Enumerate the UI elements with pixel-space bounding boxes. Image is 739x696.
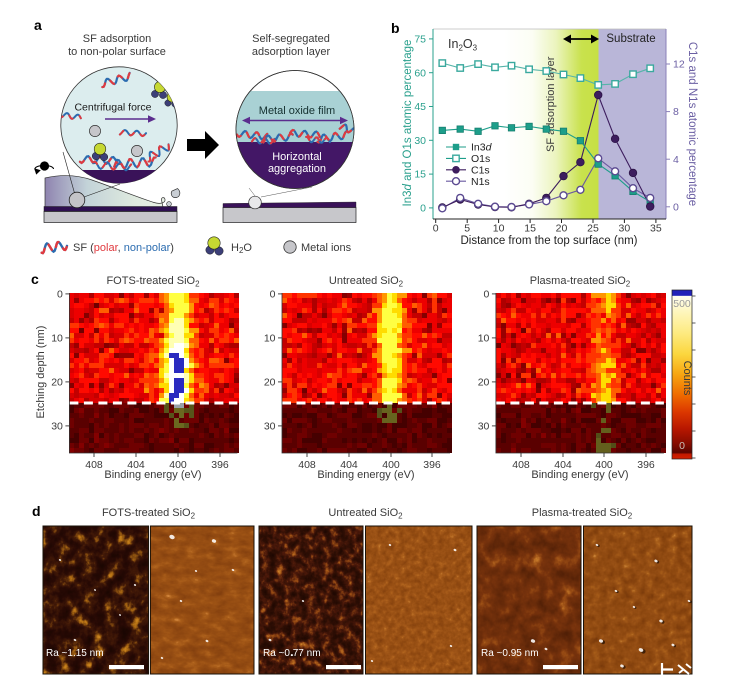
svg-text:In3d: In3d — [471, 142, 493, 154]
svg-text:30: 30 — [264, 421, 276, 433]
svg-text:0: 0 — [673, 201, 679, 213]
svg-text:Etching depth (nm): Etching depth (nm) — [35, 326, 47, 419]
svg-text:5: 5 — [464, 223, 470, 235]
svg-text:Ra ~0.77 nm: Ra ~0.77 nm — [263, 648, 321, 659]
svg-text:0: 0 — [57, 289, 63, 301]
svg-text:30: 30 — [414, 135, 426, 147]
svg-text:Centrifugal force: Centrifugal force — [74, 102, 151, 114]
svg-text:Metal ions: Metal ions — [301, 242, 352, 254]
svg-text:SF adsorption: SF adsorption — [83, 33, 151, 45]
svg-text:O1s: O1s — [471, 153, 490, 165]
svg-text:Ra ~0.95 nm: Ra ~0.95 nm — [481, 648, 539, 659]
svg-text:a: a — [34, 17, 42, 33]
svg-text:Binding energy (eV): Binding energy (eV) — [317, 469, 414, 481]
svg-text:H2O: H2O — [231, 242, 252, 255]
svg-text:0: 0 — [420, 203, 426, 215]
svg-text:12: 12 — [673, 59, 685, 71]
svg-text:15: 15 — [524, 223, 536, 235]
svg-text:Substrate: Substrate — [606, 33, 655, 45]
svg-text:45: 45 — [414, 101, 426, 113]
svg-text:10: 10 — [478, 333, 490, 345]
svg-text:Plasma-treated SiO2: Plasma-treated SiO2 — [532, 507, 633, 521]
svg-text:30: 30 — [619, 223, 631, 235]
svg-text:FOTS-treated SiO2: FOTS-treated SiO2 — [102, 507, 196, 521]
svg-text:8: 8 — [673, 106, 679, 118]
svg-text:0: 0 — [270, 289, 276, 301]
svg-text:Distance from the top surface: Distance from the top surface (nm) — [460, 235, 637, 247]
svg-text:408: 408 — [512, 459, 530, 471]
svg-text:N1s: N1s — [471, 176, 490, 188]
svg-text:400: 400 — [382, 459, 400, 471]
svg-text:0: 0 — [679, 440, 685, 452]
svg-text:FOTS-treated SiO2: FOTS-treated SiO2 — [106, 275, 200, 289]
svg-text:Horizontal: Horizontal — [272, 151, 322, 163]
svg-text:Self-segregated: Self-segregated — [252, 33, 330, 45]
svg-text:400: 400 — [595, 459, 613, 471]
svg-text:d: d — [32, 503, 41, 519]
svg-text:0: 0 — [433, 223, 439, 235]
svg-text:10: 10 — [493, 223, 505, 235]
svg-text:60: 60 — [414, 67, 426, 79]
svg-text:20: 20 — [478, 377, 490, 389]
svg-text:C1s and N1s atomic percentage: C1s and N1s atomic percentage — [686, 42, 698, 206]
svg-text:408: 408 — [85, 459, 103, 471]
svg-text:20: 20 — [264, 377, 276, 389]
svg-text:30: 30 — [478, 421, 490, 433]
svg-text:In2O3: In2O3 — [448, 37, 478, 53]
svg-text:404: 404 — [127, 459, 145, 471]
svg-text:0: 0 — [484, 289, 490, 301]
svg-text:10: 10 — [51, 333, 63, 345]
svg-text:10: 10 — [264, 333, 276, 345]
svg-text:396: 396 — [211, 459, 229, 471]
svg-text:Plasma-treated SiO2: Plasma-treated SiO2 — [530, 275, 631, 289]
svg-text:Ra ~1.15 nm: Ra ~1.15 nm — [46, 648, 104, 659]
svg-text:aggregation: aggregation — [268, 163, 326, 175]
svg-text:b: b — [391, 20, 400, 36]
svg-text:75: 75 — [414, 34, 426, 46]
svg-text:500: 500 — [673, 298, 691, 310]
svg-text:396: 396 — [423, 459, 441, 471]
svg-text:Untreated SiO2: Untreated SiO2 — [329, 275, 404, 289]
svg-text:Binding energy (eV): Binding energy (eV) — [104, 469, 201, 481]
svg-text:to non-polar surface: to non-polar surface — [68, 46, 166, 58]
svg-text:4: 4 — [673, 154, 679, 166]
svg-text:Counts: Counts — [681, 361, 693, 396]
svg-text:In3d and O1s atomic percentage: In3d and O1s atomic percentage — [402, 40, 414, 207]
svg-text:C1s: C1s — [471, 164, 490, 176]
svg-text:15: 15 — [414, 169, 426, 181]
svg-text:30: 30 — [51, 421, 63, 433]
svg-text:c: c — [31, 271, 39, 287]
svg-text:404: 404 — [554, 459, 572, 471]
svg-text:25: 25 — [587, 223, 599, 235]
svg-text:35: 35 — [650, 223, 662, 235]
svg-text:20: 20 — [556, 223, 568, 235]
svg-text:404: 404 — [340, 459, 358, 471]
svg-text:396: 396 — [637, 459, 655, 471]
svg-text:408: 408 — [298, 459, 316, 471]
svg-text:20: 20 — [51, 377, 63, 389]
svg-text:Binding energy (eV): Binding energy (eV) — [531, 469, 628, 481]
svg-text:400: 400 — [169, 459, 187, 471]
svg-text:Metal oxide film: Metal oxide film — [259, 105, 335, 117]
svg-text:adsorption layer: adsorption layer — [252, 46, 331, 58]
svg-text:SF (polar, non-polar): SF (polar, non-polar) — [73, 242, 174, 254]
svg-text:Untreated SiO2: Untreated SiO2 — [328, 507, 403, 521]
